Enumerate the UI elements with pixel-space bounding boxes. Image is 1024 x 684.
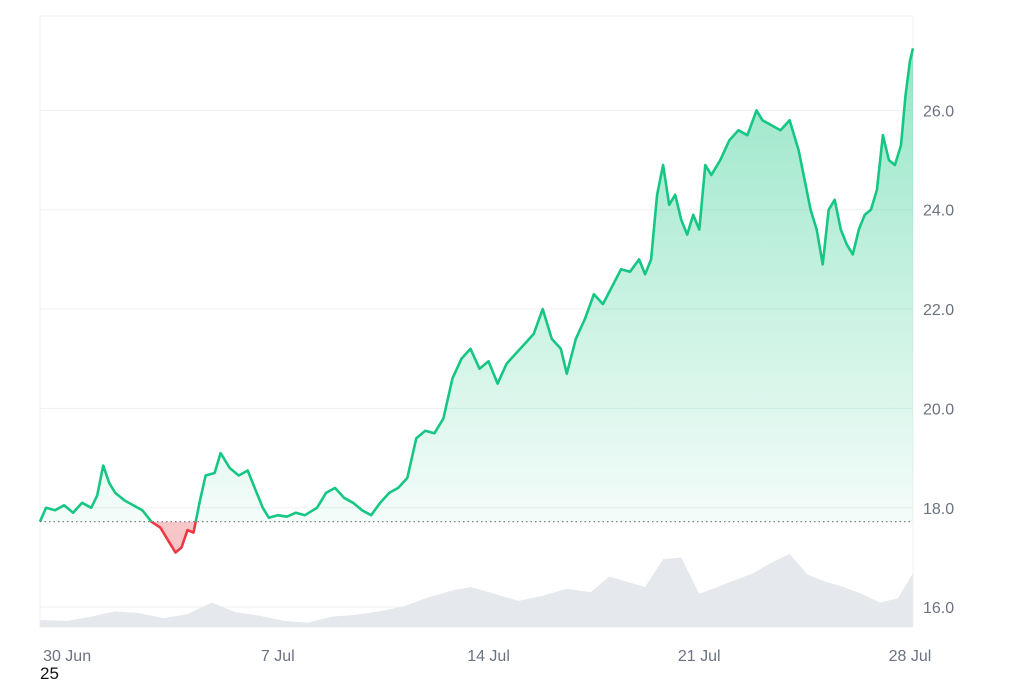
x-tick-label: 21 Jul <box>678 648 721 665</box>
y-axis: 16.0 18.0 20.0 22.0 24.0 26.0 <box>923 103 954 617</box>
x-tick-label: 14 Jul <box>467 648 510 665</box>
x-tick-label: 7 Jul <box>261 648 295 665</box>
price-line-down <box>39 521 198 554</box>
y-tick-label: 22.0 <box>923 302 954 319</box>
x-tick-label: 30 Jun <box>43 648 91 665</box>
price-fill-up <box>40 48 913 522</box>
y-tick-label: 18.0 <box>923 501 954 518</box>
x-axis: 30 Jun 7 Jul 14 Jul 21 Jul 28 Jul <box>43 648 931 665</box>
y-tick-label: 20.0 <box>923 401 954 418</box>
x-tick-label: 28 Jul <box>889 648 932 665</box>
y-tick-label: 16.0 <box>923 600 954 617</box>
year-label: 25 <box>40 664 59 683</box>
y-tick-label: 26.0 <box>923 103 954 120</box>
price-line <box>38 47 915 554</box>
price-line-up <box>38 47 915 522</box>
price-fill-down <box>40 521 196 553</box>
volume-shape <box>40 553 913 627</box>
volume-area <box>40 553 913 627</box>
price-fill <box>40 48 913 553</box>
y-tick-label: 24.0 <box>923 203 954 220</box>
